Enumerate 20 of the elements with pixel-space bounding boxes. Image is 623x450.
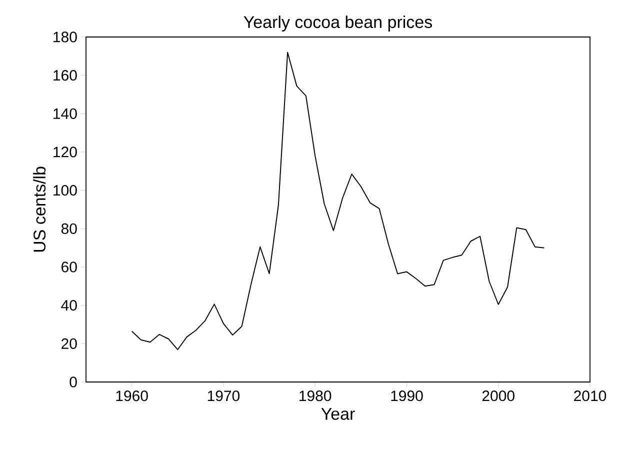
y-tick-label: 160 [54,70,77,81]
y-tick-label: 180 [54,32,77,42]
y-tick-label: 80 [61,223,77,234]
y-tick-label: 20 [62,338,77,349]
line-series [131,52,545,350]
y-tick-label: 0 [70,376,77,388]
x-tick-label: 1970 [208,390,240,402]
x-tick-label: 2010 [574,390,606,402]
y-tick-label: 120 [54,146,77,158]
x-tick-label: 1960 [116,390,148,402]
x-axis-title: Year [321,408,355,420]
x-tick-label: 2000 [482,390,514,402]
chart-title: Yearly cocoa bean prices [244,16,432,32]
y-tick-label: 60 [62,262,77,272]
x-tick-label: 1990 [391,390,423,402]
y-tick-label: 140 [54,108,77,119]
x-tick-label: 1980 [300,390,332,402]
y-tick-label: 40 [61,300,77,311]
y-tick-label: 100 [54,185,77,196]
y-axis-title: US cents/lb [33,166,46,252]
